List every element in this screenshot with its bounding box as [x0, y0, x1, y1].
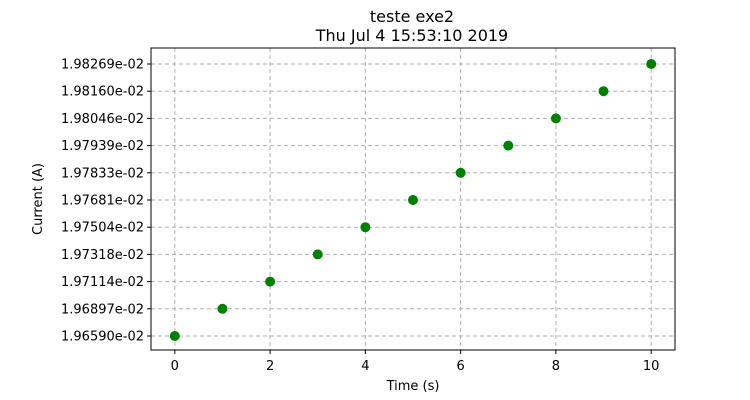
- data-point: [312, 249, 323, 260]
- data-point: [408, 195, 418, 205]
- data-point: [598, 86, 609, 97]
- x-tick-label: 8: [552, 359, 560, 374]
- data-point: [550, 113, 561, 124]
- data-point: [360, 222, 371, 233]
- x-tick-label: 2: [266, 359, 274, 374]
- y-tick-label: 1.97504e-02: [61, 221, 144, 236]
- y-tick-label: 1.97114e-02: [61, 275, 144, 290]
- axis-ticks: 0 2 4 6 8 10 1.96590e-02 1.96897e-02 1.97114e-02…: [61, 58, 659, 375]
- y-tick-label: 1.96590e-02: [61, 330, 144, 345]
- data-points: [169, 59, 657, 341]
- y-tick-label: 1.97681e-02: [61, 194, 144, 209]
- y-tick-label: 1.98046e-02: [61, 112, 144, 127]
- x-axis-label: Time (s): [386, 379, 440, 394]
- x-tick-label: 6: [456, 359, 464, 374]
- data-point: [265, 276, 276, 287]
- data-point: [455, 167, 466, 178]
- data-point: [503, 140, 514, 151]
- axes-frame: [150, 47, 676, 351]
- y-tick-label: 1.97833e-02: [61, 166, 144, 181]
- y-tick-label: 1.97318e-02: [61, 248, 144, 263]
- y-tick-label: 1.97939e-02: [61, 139, 144, 154]
- y-axis-label: Current (A): [31, 163, 46, 235]
- y-tick-label: 1.98160e-02: [61, 85, 144, 100]
- y-tick-label: 1.98269e-02: [61, 58, 144, 73]
- chart-subtitle: Thu Jul 4 15:53:10 2019: [315, 26, 509, 45]
- x-tick-label: 4: [361, 359, 369, 374]
- data-point: [217, 303, 228, 314]
- data-point: [169, 331, 180, 341]
- y-tick-label: 1.96897e-02: [61, 302, 144, 317]
- x-tick-label: 0: [171, 359, 179, 374]
- data-point: [646, 59, 657, 69]
- chart-title: teste exe2: [369, 7, 455, 26]
- x-tick-label: 10: [643, 359, 660, 374]
